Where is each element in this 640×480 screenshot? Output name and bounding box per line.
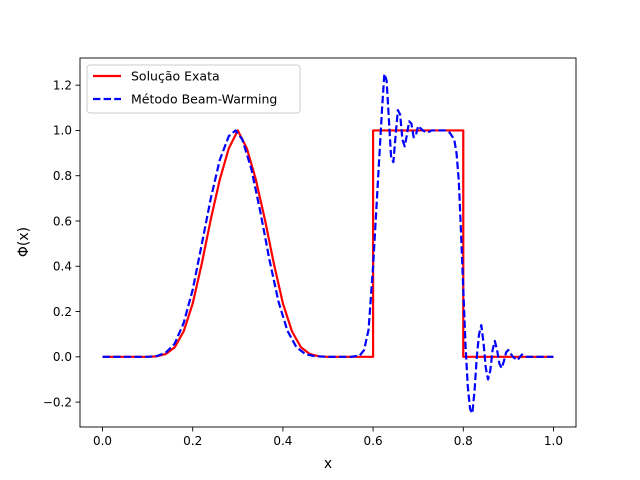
legend: Solução Exata Método Beam-Warming xyxy=(86,64,301,114)
x-tick-label: 0.6 xyxy=(364,434,383,448)
y-tick-label: 1.2 xyxy=(53,78,72,92)
y-tick-label: −0.2 xyxy=(43,395,72,409)
axes-frame xyxy=(79,57,577,428)
x-ticks-layer: 0.0 0.2 0.4 0.6 0.8 1.0 xyxy=(93,427,563,448)
plot-series-layer xyxy=(102,72,554,415)
legend-label-beam-warming: Método Beam-Warming xyxy=(131,92,277,107)
x-tick-label: 0.2 xyxy=(183,434,202,448)
y-tick-label: 1.0 xyxy=(53,124,72,138)
x-axis-label: x xyxy=(324,456,332,472)
legend-frame xyxy=(86,64,301,114)
y-ticks-layer: −0.2 0.0 0.2 0.4 0.6 0.8 1.0 1.2 xyxy=(43,78,80,409)
x-tick-label: 0.8 xyxy=(454,434,473,448)
y-tick-label: 0.0 xyxy=(53,350,72,364)
series-line-exact xyxy=(102,129,554,358)
series-line-beam-warming xyxy=(102,72,554,415)
x-tick-label: 0.4 xyxy=(273,434,292,448)
y-tick-label: 0.6 xyxy=(53,214,72,228)
y-tick-label: 0.8 xyxy=(53,169,72,183)
x-tick-label: 1.0 xyxy=(544,434,563,448)
x-tick-label: 0.0 xyxy=(93,434,112,448)
y-axis-label: Φ(x) xyxy=(16,227,32,257)
legend-label-exact: Solução Exata xyxy=(131,69,220,84)
y-tick-label: 0.2 xyxy=(53,305,72,319)
y-tick-label: 0.4 xyxy=(53,260,72,274)
